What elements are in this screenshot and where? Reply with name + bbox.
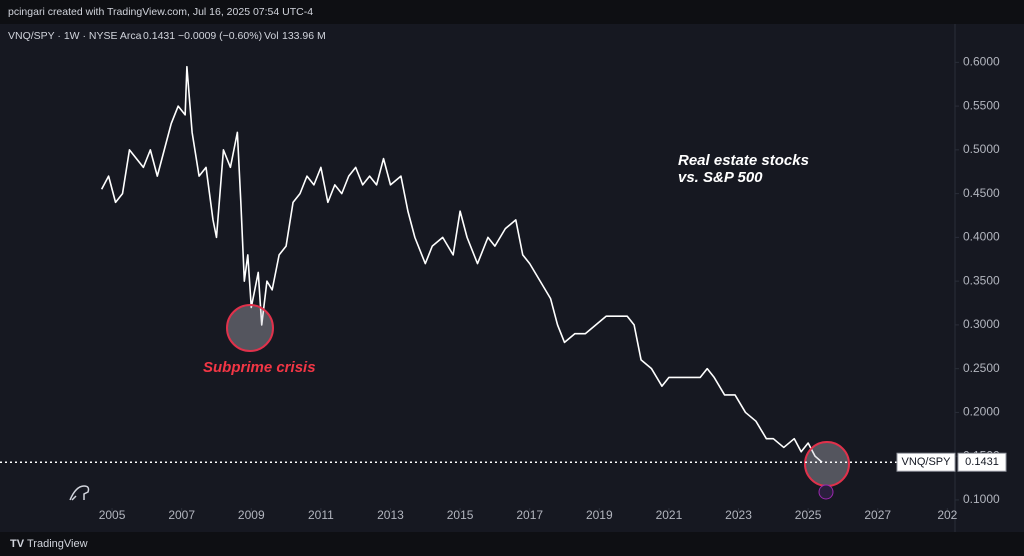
y-tick-label: 0.3500 bbox=[963, 273, 1000, 287]
y-tick-label: 0.4500 bbox=[963, 186, 1000, 200]
x-tick-label: 2021 bbox=[656, 508, 683, 522]
y-tick-label: 0.5000 bbox=[963, 142, 1000, 156]
x-tick-label: 2019 bbox=[586, 508, 613, 522]
x-tick-label: 2015 bbox=[447, 508, 474, 522]
x-tick-label: 2023 bbox=[725, 508, 752, 522]
plot-background bbox=[0, 24, 1024, 532]
annotation: Subprime crisis bbox=[203, 359, 316, 376]
highlight-circle bbox=[804, 441, 850, 487]
x-tick-label: 2005 bbox=[99, 508, 126, 522]
volume-label: Vol bbox=[264, 30, 279, 42]
x-tick-label: 2011 bbox=[308, 508, 334, 522]
brand-mark: TV bbox=[10, 538, 25, 550]
series-name: VNQ/SPY bbox=[902, 456, 952, 468]
last-price-box bbox=[957, 452, 1007, 472]
last-price: 0.1431 bbox=[143, 30, 175, 42]
x-tick-label: 202 bbox=[937, 508, 957, 522]
logo-icon bbox=[69, 485, 90, 501]
price-line bbox=[100, 65, 823, 463]
x-tick-label: 2007 bbox=[168, 508, 195, 522]
event-icon[interactable] bbox=[818, 484, 834, 500]
x-tick-label: 2017 bbox=[516, 508, 543, 522]
x-tick-label: 2027 bbox=[864, 508, 891, 522]
y-tick-label: 0.2000 bbox=[963, 405, 1000, 419]
last-price-label: 0.1431 bbox=[965, 456, 999, 468]
footer bbox=[0, 532, 1024, 556]
title-line: vs. S&P 500 bbox=[678, 169, 763, 186]
y-tick-label: 0.5500 bbox=[963, 98, 1000, 112]
y-tick-label: 0.4000 bbox=[963, 230, 1000, 244]
volume: 133.96 M bbox=[282, 30, 326, 42]
title-line: Real estate stocks bbox=[678, 152, 809, 169]
watermark: pcingari created with TradingView.com, J… bbox=[8, 6, 313, 18]
y-tick-label: 0.2500 bbox=[963, 361, 1000, 375]
brand: TradingView bbox=[27, 538, 88, 550]
y-tick-label: 0.3000 bbox=[963, 317, 1000, 331]
highlight-circle bbox=[226, 304, 274, 352]
symbol-info: VNQ/SPY · 1W · NYSE Arca bbox=[8, 30, 142, 42]
series-name-box bbox=[896, 452, 956, 472]
x-tick-label: 2025 bbox=[795, 508, 822, 522]
change: −0.0009 (−0.60%) bbox=[178, 30, 262, 42]
y-tick-label: 0.6000 bbox=[963, 55, 1000, 69]
x-tick-label: 2013 bbox=[377, 508, 404, 522]
y-tick-label: 0.1000 bbox=[963, 492, 1000, 506]
x-tick-label: 2009 bbox=[238, 508, 265, 522]
